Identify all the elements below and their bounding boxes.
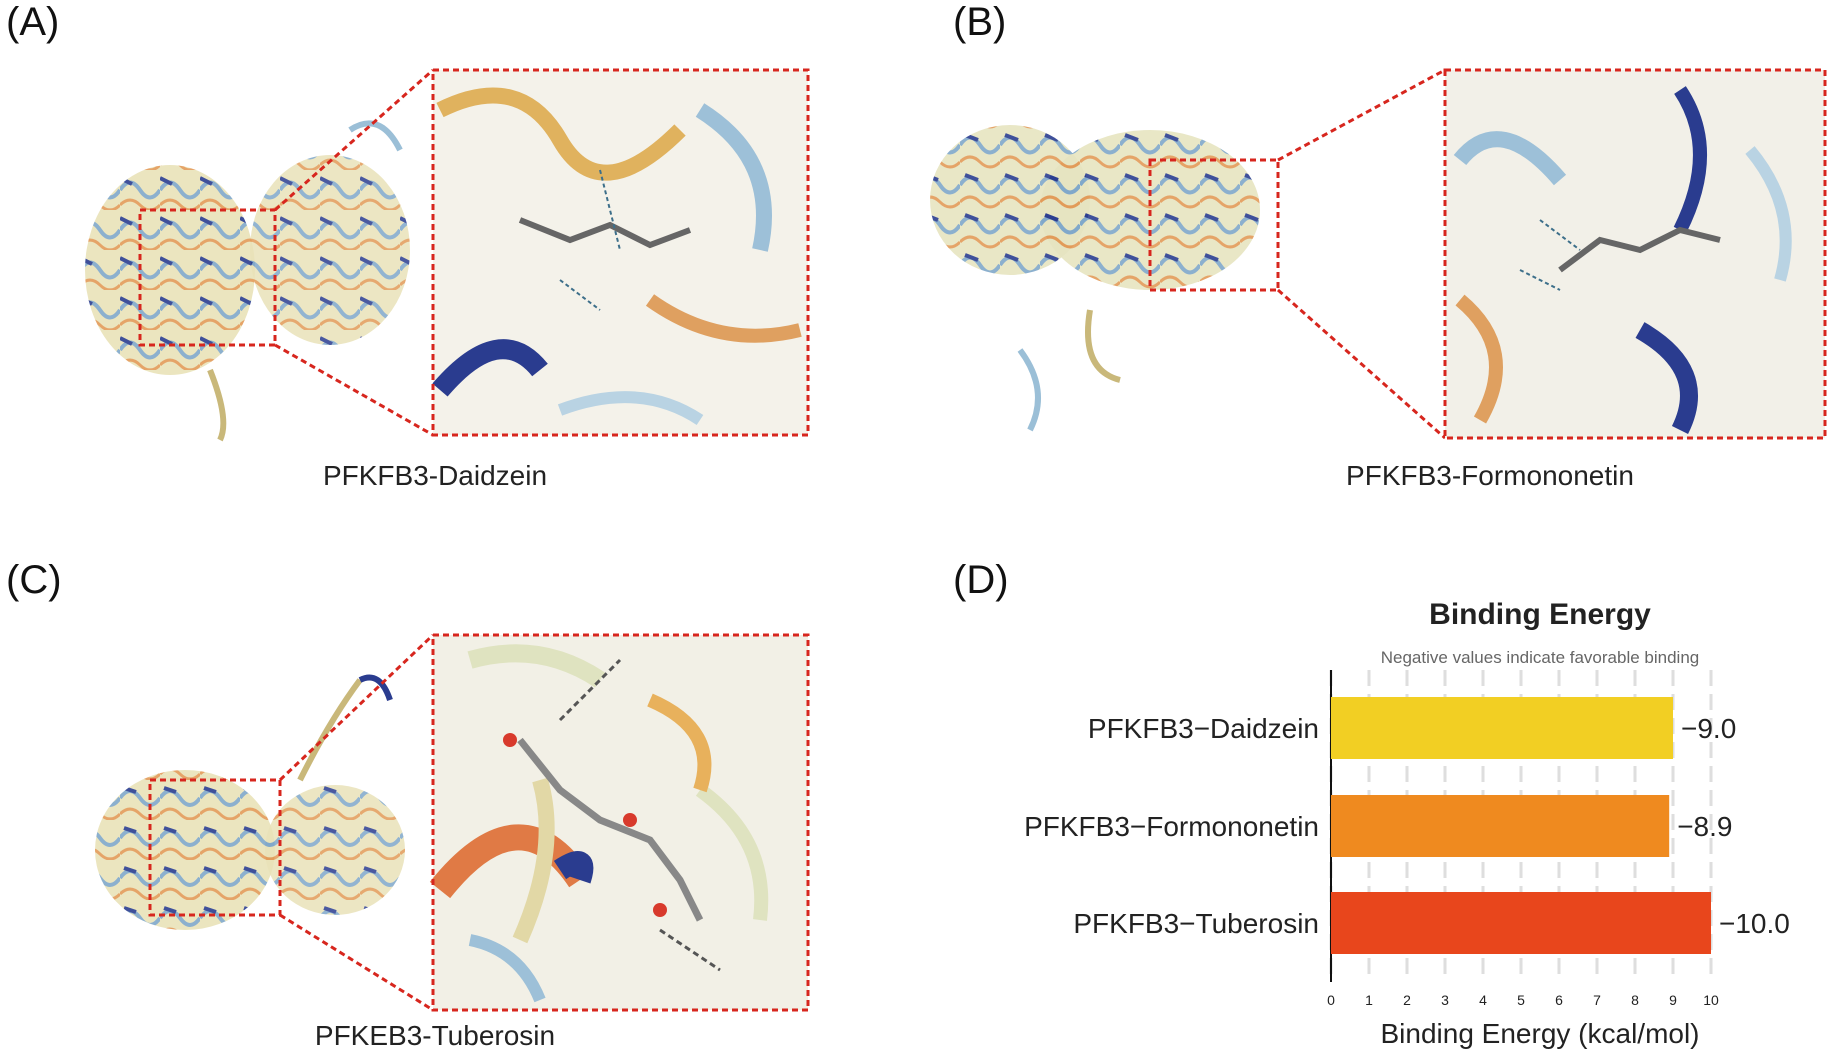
protein-overview [85,120,410,442]
x-tick-label: 10 [1703,992,1719,1008]
x-tick-label: 3 [1441,992,1449,1008]
chart-title: Binding Energy [1429,598,1651,631]
panel-b-docking-image [930,68,1827,440]
panel-a-docking-image [85,68,810,442]
category-label: PFKFB3−Formononetin [1024,811,1319,842]
x-tick-label: 7 [1593,992,1601,1008]
x-tick-label: 2 [1403,992,1411,1008]
chart-subtitle: Negative values indicate favorable bindi… [1380,648,1700,667]
category-label: PFKFB3−Tuberosin [1073,908,1319,939]
value-label: −9.0 [1681,713,1736,744]
category-label: PFKFB3−Daidzein [1088,713,1319,744]
x-tick-label: 4 [1479,992,1487,1008]
panel-c-letter: (C) [6,558,62,602]
x-tick-label: 6 [1555,992,1563,1008]
binding-site-detail [1445,70,1825,438]
zoom-box-small [138,208,277,347]
panel-c-caption: PFKEB3-Tuberosin [314,1020,556,1051]
panel-c-docking-image [95,633,810,1012]
panel-d-letter: (D) [953,558,1009,602]
x-tick-label: 5 [1517,992,1525,1008]
protein-overview [95,674,405,930]
value-label: −10.0 [1719,908,1790,939]
binding-site-detail [432,70,808,435]
panel-b-caption: PFKFB3-Formononetin [1346,460,1634,491]
bar-0 [1331,697,1673,759]
x-tick-label: 1 [1365,992,1373,1008]
x-tick-label: 0 [1327,992,1335,1008]
x-tick-label: 8 [1631,992,1639,1008]
bar-1 [1331,795,1670,857]
chart-x-axis-label: Binding Energy (kcal/mol) [1380,1018,1700,1049]
binding-site-detail [429,635,808,1010]
bar-2 [1331,892,1711,954]
panel-b-letter: (B) [953,0,1007,44]
panel-a-letter: (A) [6,0,60,44]
value-label: −8.9 [1677,811,1732,842]
panel-a-caption: PFKFB3-Daidzein [322,460,548,491]
x-tick-label: 9 [1669,992,1677,1008]
